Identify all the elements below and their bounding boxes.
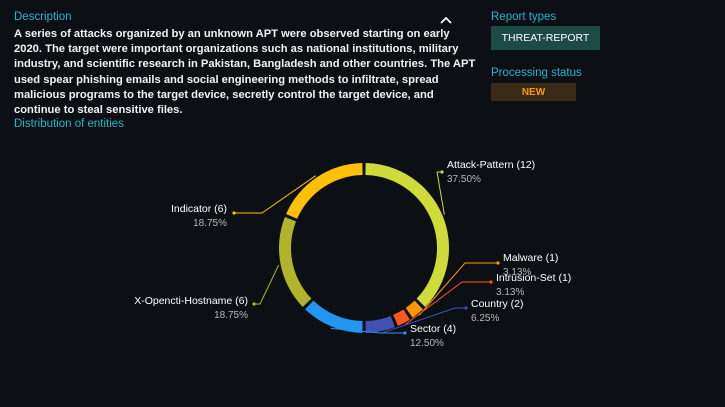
slice-sector[interactable] xyxy=(305,300,363,333)
slice-x-opencti-hostname[interactable] xyxy=(278,216,312,307)
slice-percent-country: 6.25% xyxy=(471,313,499,324)
leader-line-indicator xyxy=(234,175,316,214)
description-title: Description xyxy=(14,11,72,23)
slice-percent-sector: 12.50% xyxy=(410,338,444,349)
leader-line-intrusion-set xyxy=(404,281,491,326)
report-type-badge[interactable]: THREAT-REPORT xyxy=(491,26,600,50)
chevron-up-icon[interactable] xyxy=(438,14,454,26)
leader-dot-indicator xyxy=(232,211,236,215)
slice-percent-x-opencti-hostname: 18.75% xyxy=(214,310,248,321)
slice-label-indicator: Indicator (6) xyxy=(171,203,227,215)
leader-line-attack-pattern xyxy=(436,171,445,215)
slice-indicator[interactable] xyxy=(286,163,363,219)
slice-malware[interactable] xyxy=(405,300,423,318)
description-text: A series of attacks organized by an unkn… xyxy=(14,28,476,117)
leader-line-country xyxy=(380,307,466,334)
leader-dot-country xyxy=(464,306,468,310)
report-types-title: Report types xyxy=(491,11,557,23)
leader-dot-attack-pattern xyxy=(440,170,444,174)
leader-line-sector xyxy=(330,327,405,334)
slice-label-country: Country (2) xyxy=(471,298,524,310)
slice-country[interactable] xyxy=(365,315,396,333)
slice-percent-attack-pattern: 37.50% xyxy=(447,174,481,185)
slice-label-x-opencti-hostname: X-Opencti-Hostname (6) xyxy=(134,295,248,307)
slice-percent-malware: 3.13% xyxy=(503,267,531,278)
distribution-title: Distribution of entities xyxy=(14,118,124,130)
slice-label-sector: Sector (4) xyxy=(410,323,456,335)
processing-status-badge: NEW xyxy=(491,83,576,101)
slice-percent-intrusion-set: 3.13% xyxy=(496,287,524,298)
slice-attack-pattern[interactable] xyxy=(365,163,450,307)
leader-dot-malware xyxy=(496,261,500,265)
slice-percent-indicator: 18.75% xyxy=(193,218,227,229)
slice-label-malware: Malware (1) xyxy=(503,252,558,264)
leader-dot-x-opencti-hostname xyxy=(252,302,256,306)
slice-intrusion-set[interactable] xyxy=(393,309,410,326)
slice-label-attack-pattern: Attack-Pattern (12) xyxy=(447,159,535,171)
processing-status-title: Processing status xyxy=(491,67,582,79)
leader-line-malware xyxy=(418,262,498,316)
leader-dot-sector xyxy=(403,331,407,335)
leader-line-x-opencti-hostname xyxy=(254,264,280,305)
slice-label-intrusion-set: Intrusion-Set (1) xyxy=(496,272,571,284)
leader-dot-intrusion-set xyxy=(489,280,493,284)
